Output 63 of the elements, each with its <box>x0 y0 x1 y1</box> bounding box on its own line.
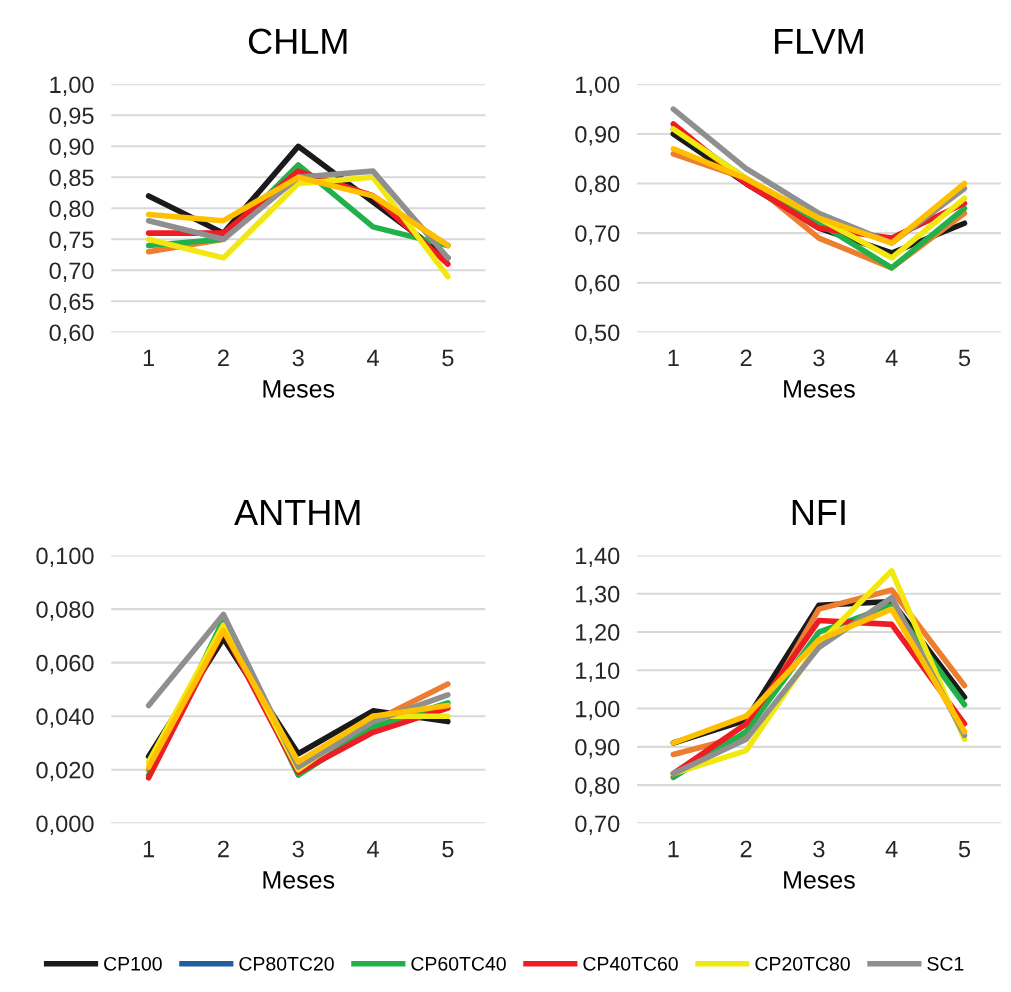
x-tick-label: 3 <box>813 840 825 858</box>
x-tick-label: 3 <box>292 840 304 858</box>
y-tick-label: 0,80 <box>49 200 94 220</box>
y-tick-label: 1,10 <box>576 662 620 682</box>
x-tick-label: 3 <box>292 349 304 367</box>
y-tick-label: 0,000 <box>36 815 94 835</box>
y-tick-label: 0,50 <box>575 324 620 344</box>
y-tick-label: 0,95 <box>49 107 94 127</box>
y-tick-label: 0,90 <box>575 738 620 759</box>
y-tick-label: 0,70 <box>49 262 94 282</box>
x-tick-label: 4 <box>367 349 379 367</box>
x-axis-title: Meses <box>784 871 855 889</box>
x-tick-label: 1 <box>668 349 679 367</box>
y-tick-label: 0,80 <box>575 777 620 797</box>
x-tick-label: 5 <box>442 349 454 367</box>
y-tick-label: 0,080 <box>36 601 94 621</box>
x-tick-label: 4 <box>885 349 898 367</box>
x-tick-label: 4 <box>367 840 379 858</box>
legend-label: CP20TC80 <box>755 956 850 971</box>
y-tick-label: 1,40 <box>576 547 620 568</box>
x-tick-label: 1 <box>668 840 679 858</box>
legend-label: CP60TC40 <box>411 956 506 971</box>
y-tick-label: 0,040 <box>36 708 94 728</box>
x-tick-label: 3 <box>813 349 825 367</box>
x-tick-label: 2 <box>218 840 229 858</box>
x-tick-label: 5 <box>958 349 971 367</box>
y-tick-label: 0,75 <box>49 231 94 251</box>
x-tick-label: 1 <box>143 840 155 858</box>
y-tick-label: 1,20 <box>576 624 620 644</box>
chart-title: NFI <box>792 500 845 525</box>
x-tick-label: 5 <box>958 840 971 858</box>
y-tick-label: 0,60 <box>575 274 620 295</box>
y-tick-label: 0,65 <box>49 293 94 313</box>
x-axis-title: Meses <box>263 380 335 398</box>
y-tick-label: 0,060 <box>36 654 94 675</box>
y-tick-label: 0,85 <box>49 169 94 189</box>
y-tick-label: 0,70 <box>575 225 620 245</box>
chart-title: CHLM <box>248 28 347 55</box>
y-tick-label: 1,00 <box>50 76 94 96</box>
legend-label: SC1 <box>927 956 964 971</box>
x-tick-label: 2 <box>218 349 229 367</box>
legend-label: CP80TC20 <box>239 956 334 971</box>
y-tick-label: 0,020 <box>36 761 94 782</box>
x-tick-label: 1 <box>143 349 155 367</box>
y-tick-label: 0,90 <box>49 138 94 158</box>
x-tick-label: 2 <box>740 840 752 858</box>
x-axis-title: Meses <box>263 871 335 889</box>
legend-label: CP40TC60 <box>583 956 678 971</box>
chart-title: FLVM <box>775 28 863 54</box>
x-axis-title: Meses <box>784 380 855 398</box>
y-tick-label: 0,70 <box>575 815 620 835</box>
y-tick-label: 1,00 <box>576 76 620 96</box>
y-tick-label: 0,60 <box>49 324 94 344</box>
x-tick-label: 4 <box>885 840 898 858</box>
x-tick-label: 5 <box>442 840 454 858</box>
y-tick-label: 0,80 <box>575 175 620 196</box>
y-tick-label: 1,30 <box>576 585 620 606</box>
legend-label: CP100 <box>104 956 162 971</box>
y-tick-label: 0,90 <box>575 125 620 146</box>
y-tick-label: 0,100 <box>36 547 94 568</box>
x-tick-label: 2 <box>740 349 752 367</box>
chart-title: ANTHM <box>234 500 360 525</box>
y-tick-label: 1,00 <box>576 700 620 721</box>
